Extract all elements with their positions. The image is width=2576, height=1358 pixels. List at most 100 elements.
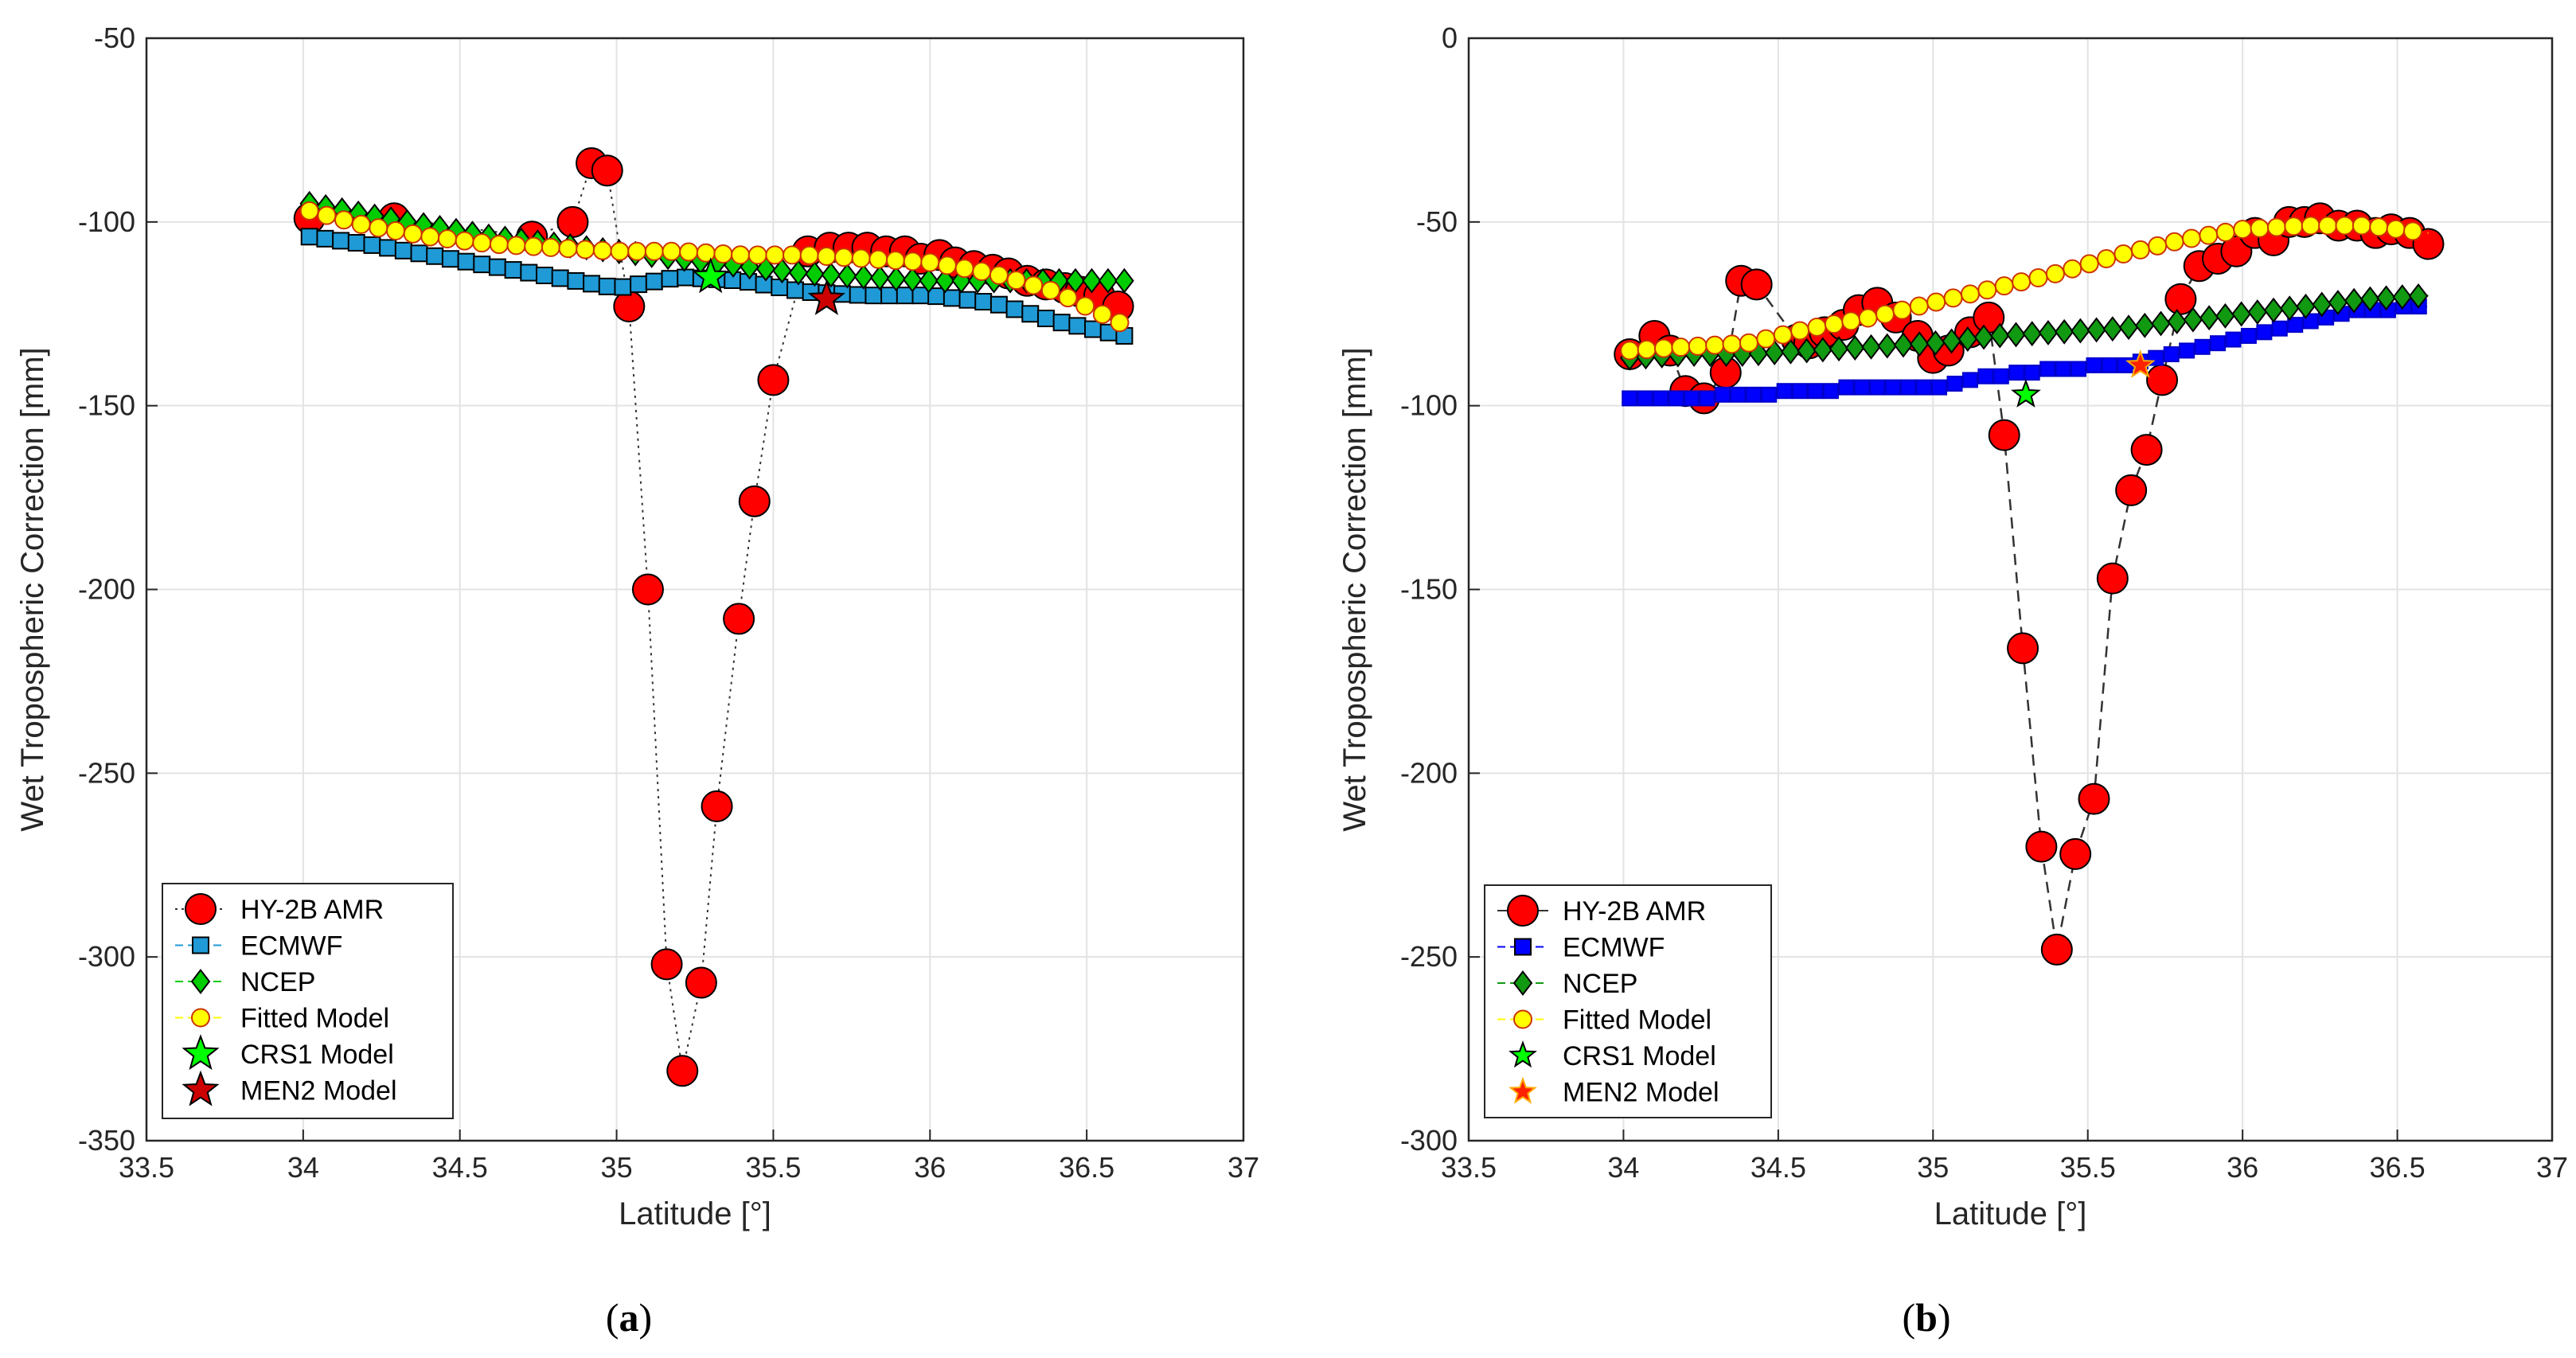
panel-a-legend-label-ecmwf: ECMWF bbox=[240, 931, 342, 962]
panel-a-legend-box bbox=[162, 883, 454, 1119]
panel-a-series-ecmwf-point bbox=[1005, 300, 1024, 318]
panel-a-series-fitted-model-point bbox=[576, 240, 595, 260]
panel-b-series-fitted-model-point bbox=[2335, 216, 2355, 236]
panel-b-series-ecmwf-point bbox=[1653, 390, 1669, 407]
panel-b-x-axis-label: Latitude [°] bbox=[1934, 1196, 2087, 1231]
panel-b-legend-swatch-marker bbox=[1509, 1076, 1537, 1104]
panel-b-series-ecmwf-point bbox=[1745, 386, 1762, 403]
panel-a-series-ncep-point bbox=[772, 258, 792, 284]
panel-b-x-tick-label: 36.5 bbox=[2370, 1151, 2426, 1184]
panel-a-series-fitted-model-point bbox=[627, 241, 647, 261]
panel-a-series-ecmwf-point bbox=[332, 232, 350, 250]
panel-b-series-hy-2b-amr-point bbox=[2007, 632, 2039, 665]
panel-b-series-ecmwf-point bbox=[2179, 342, 2195, 359]
panel-a-y-tick-label: -350 bbox=[78, 1124, 135, 1157]
panel-b-series-fitted-model-point bbox=[2045, 263, 2065, 283]
panel-b-legend-item-ecmwf: ECMWF bbox=[1497, 933, 1665, 963]
panel-a-series-ecmwf-point bbox=[1084, 320, 1103, 338]
panel-b-series-fitted-model-point bbox=[1824, 314, 1844, 334]
panel-a-series-ecmwf-point bbox=[426, 247, 444, 265]
panel-a-series-fitted-model-point bbox=[783, 245, 802, 265]
panel-b-series-ncep-point bbox=[2328, 290, 2348, 315]
panel-b-series-fitted-model-point bbox=[2386, 219, 2406, 239]
panel-b-series-fitted-model-point bbox=[2284, 217, 2304, 236]
panel-b-series-ecmwf-point bbox=[2302, 313, 2319, 330]
panel-a-series-fitted-model-point bbox=[868, 249, 888, 269]
panel-b-series-fitted-model-point bbox=[1653, 338, 1673, 358]
panel-a-y-axis-label: Wet Tropospheric Correction [mm] bbox=[15, 347, 50, 831]
panel-b-series-ecmwf-point bbox=[1946, 375, 1963, 392]
panel-b-legend-label-fitted-model: Fitted Model bbox=[1563, 1005, 1711, 1036]
panel-b-series-fitted-model-point bbox=[1960, 284, 1980, 304]
panel-b-series-fitted-model-point bbox=[2352, 216, 2371, 236]
panel-a-series-fitted-model-point bbox=[1110, 313, 1130, 333]
panel-a-x-tick-label: 33.5 bbox=[119, 1151, 174, 1184]
panel-a-series-fitted-model-point bbox=[558, 239, 578, 259]
panel-a-series-fitted-model-point bbox=[1040, 280, 1060, 300]
panel-a-series-hy-2b-amr-point bbox=[591, 154, 623, 187]
panel-b-series-ecmwf-point bbox=[1931, 379, 1948, 396]
panel-b-series-ncep-point bbox=[1926, 330, 1946, 356]
panel-a-legend-swatch-marker bbox=[191, 1008, 210, 1028]
panel-a-series-ecmwf-point bbox=[880, 287, 899, 305]
panel-b-series-ncep-point bbox=[2071, 318, 2090, 344]
panel-a-x-tick-label: 35 bbox=[601, 1151, 633, 1184]
panel-b-series-fitted-model-point bbox=[2199, 225, 2219, 245]
panel-b-series-ecmwf-point bbox=[2287, 317, 2304, 334]
panel-b-y-tick-label: -150 bbox=[1400, 573, 1458, 606]
panel-b-series-ncep-point bbox=[1909, 331, 1930, 357]
panel-b-series-ncep-point bbox=[1813, 337, 1833, 363]
panel-b-x-tick-label: 34.5 bbox=[1751, 1151, 1806, 1184]
panel-a-x-axis-label: Latitude [°] bbox=[619, 1196, 771, 1231]
panel-a-series-ecmwf-point bbox=[536, 267, 554, 285]
panel-a-series-fitted-model-point bbox=[834, 248, 854, 267]
panel-b-series-ncep-point bbox=[1861, 334, 1881, 360]
panel-b-y-tick-label: -250 bbox=[1400, 940, 1458, 973]
panel-b-series-ncep-point bbox=[2151, 310, 2171, 337]
panel-a-series-ncep-point bbox=[1098, 267, 1118, 294]
panel-a-series-fitted-model-point bbox=[403, 224, 423, 244]
panel-b-x-tick-label: 35 bbox=[1917, 1151, 1949, 1184]
panel-b-y-tick-label: -200 bbox=[1400, 756, 1458, 789]
panel-a-series-fitted-model-point bbox=[1024, 275, 1044, 295]
panel-b-series-ncep-point bbox=[1990, 322, 2010, 349]
panel-b-series-ecmwf-point bbox=[1792, 383, 1809, 400]
panel-a-series-fitted-model-point bbox=[524, 236, 544, 256]
panel-a-series-hy-2b-amr-point bbox=[738, 485, 771, 517]
panel-b-series-fitted-model-point bbox=[1909, 296, 1929, 316]
panel-b-x-tick-label: 33.5 bbox=[1441, 1151, 1497, 1184]
panel-a-series-ecmwf-point bbox=[943, 289, 961, 307]
panel-b-series-ncep-point bbox=[1893, 332, 1914, 358]
panel-b-series-hy-2b-amr-point bbox=[2115, 474, 2148, 506]
panel-a-legend-item-men2-model: MEN2 Model bbox=[181, 1070, 397, 1106]
panel-b-series-ncep-point bbox=[2376, 285, 2396, 311]
panel-a-series-ncep-point bbox=[1082, 267, 1102, 294]
panel-a-series-crs1-model bbox=[692, 257, 730, 294]
panel-b-legend-item-ncep: NCEP bbox=[1497, 969, 1637, 999]
panel-b-series-hy-2b-amr-point bbox=[2130, 434, 2163, 466]
panel-b-legend-label-ecmwf: ECMWF bbox=[1563, 933, 1665, 963]
panel-a-series-fitted-model-point bbox=[799, 245, 819, 265]
panel-a-series-ecmwf-point bbox=[771, 279, 789, 297]
panel-a-series-ecmwf-point bbox=[567, 271, 585, 290]
panel-a-series-ecmwf-point bbox=[520, 263, 538, 282]
panel-b: 33.5 34 34.5 35 35.5 36 36.5 37 0 -50 -100 -150 -200… bbox=[1337, 21, 2568, 1231]
panel-a-series-ecmwf-point bbox=[300, 228, 318, 246]
panel-b-series-crs1-model-point bbox=[2011, 378, 2041, 408]
panel-a-series-fitted-model-point bbox=[506, 236, 526, 256]
panel-b-series-ecmwf-point bbox=[2225, 331, 2242, 348]
panel-a-series-fitted-model-point bbox=[1075, 296, 1095, 316]
panel-a-series-fitted-model-point bbox=[644, 241, 664, 261]
panel-b-series-hy-2b-amr-point bbox=[2146, 364, 2179, 396]
panel-b-series-ecmwf-point bbox=[1761, 386, 1778, 403]
panel-b-x-tick-label: 34 bbox=[1607, 1151, 1639, 1184]
panel-b-series-ncep-point bbox=[2296, 293, 2316, 319]
panel-b-series-ecmwf-point bbox=[1884, 379, 1901, 396]
panel-b-series-ecmwf-point bbox=[1776, 383, 1793, 400]
panel-b-series-ncep-point bbox=[2408, 283, 2429, 309]
panel-b-series-ncep-point bbox=[2118, 314, 2139, 341]
panel-a-series-men2-model-point bbox=[807, 279, 846, 315]
panel-b-series-ncep-point bbox=[1764, 340, 1785, 365]
panel-a-legend-swatch-marker bbox=[181, 1034, 220, 1071]
